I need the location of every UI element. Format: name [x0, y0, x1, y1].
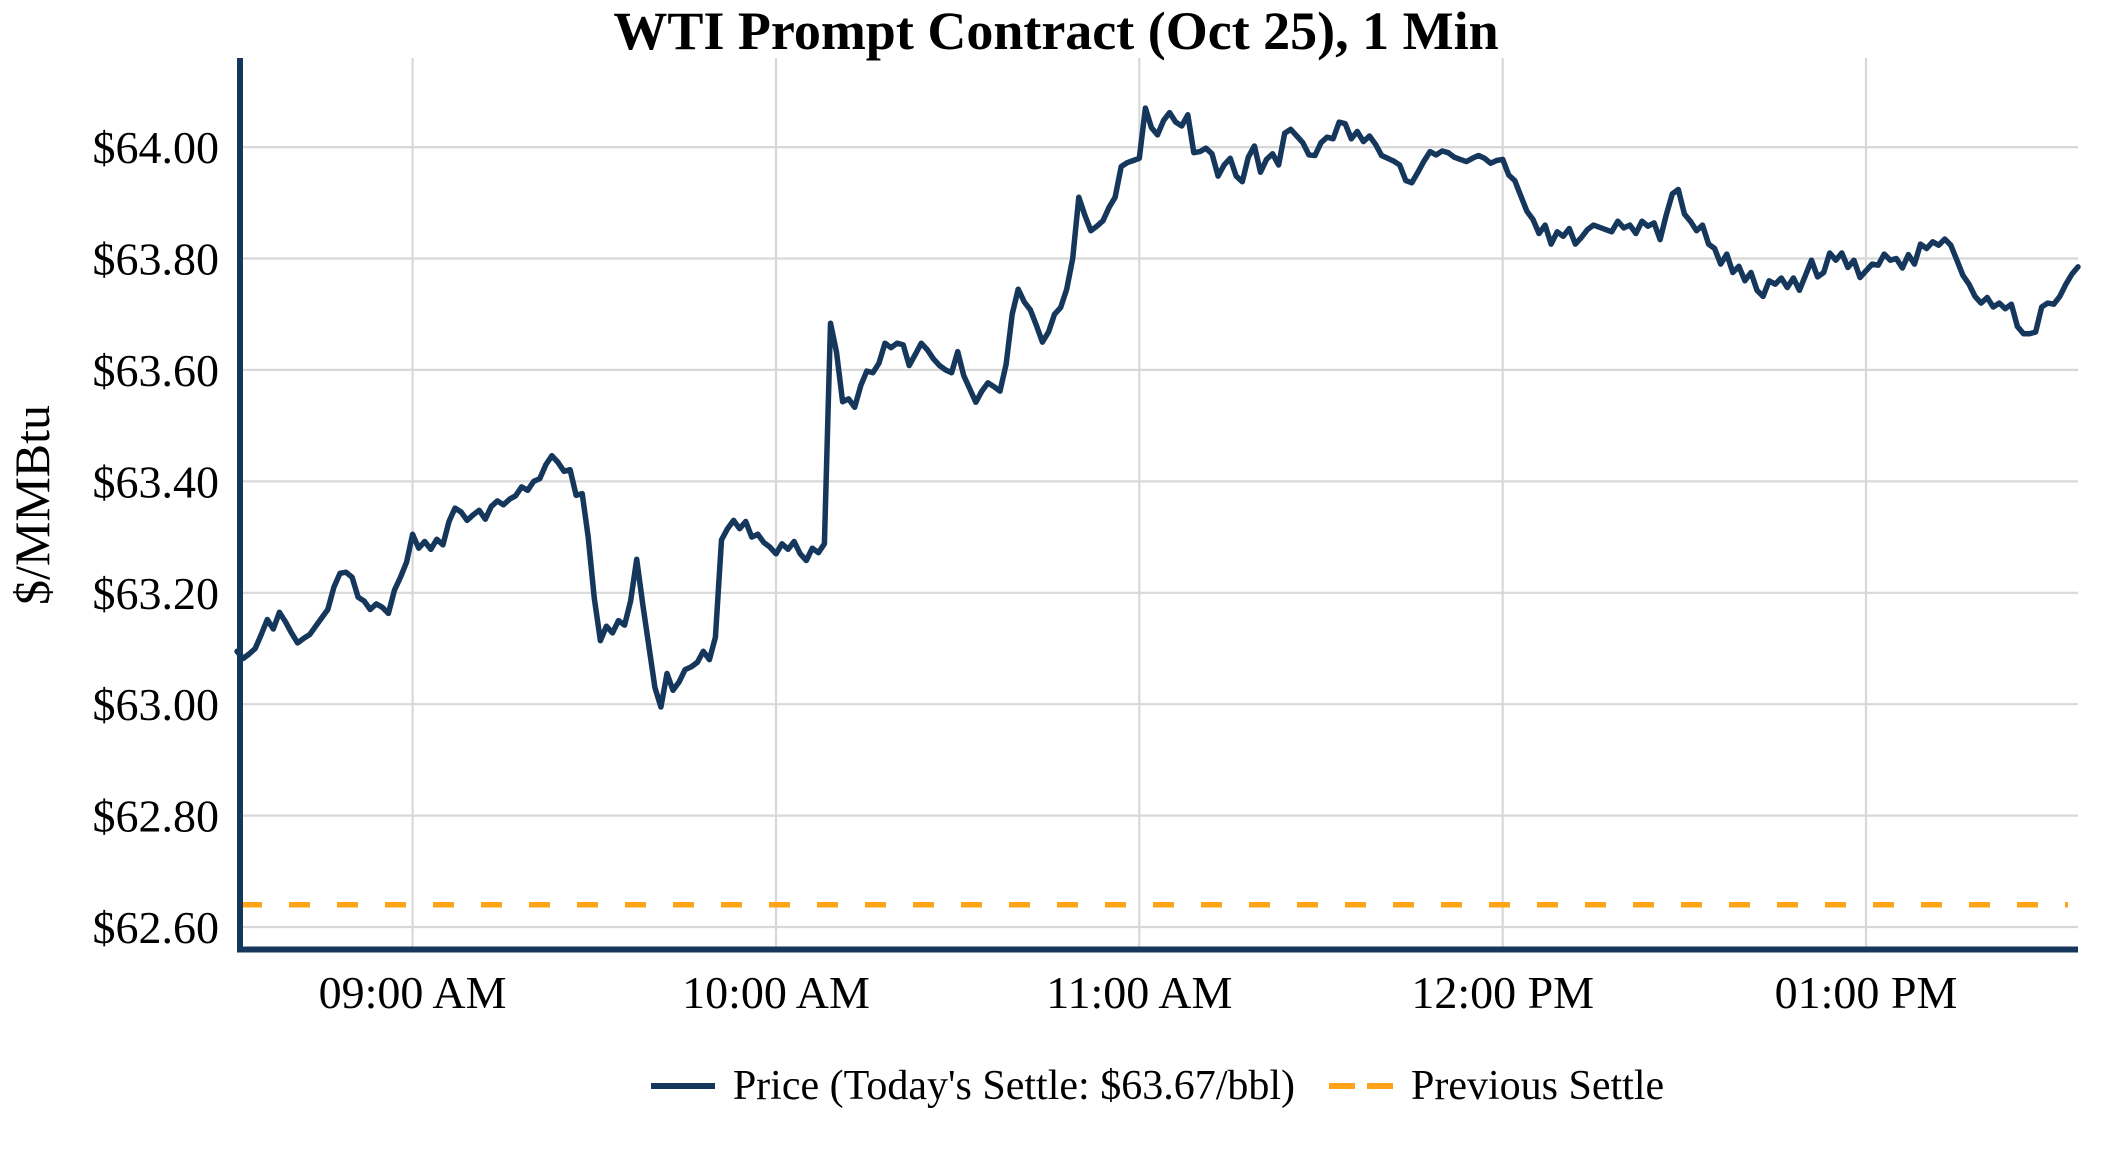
- x-tick-label: 10:00 AM: [682, 967, 870, 1018]
- price-line: [234, 105, 2081, 710]
- x-tick-label: 01:00 PM: [1775, 967, 1958, 1018]
- x-tick-label: 12:00 PM: [1411, 967, 1594, 1018]
- x-tick-label: 11:00 AM: [1046, 967, 1232, 1018]
- y-tick-label: $63.00: [93, 679, 220, 730]
- chart-title: WTI Prompt Contract (Oct 25), 1 Min: [613, 1, 1499, 61]
- y-tick-label: $63.60: [93, 345, 220, 396]
- y-tick-label: $62.60: [93, 902, 220, 953]
- y-tick-label: $62.80: [93, 791, 220, 842]
- x-tick-label: 09:00 AM: [319, 967, 507, 1018]
- price-line-swatch: [650, 1083, 715, 1089]
- previous-settle-legend-label: Previous Settle: [1411, 1063, 1665, 1109]
- previous-settle-dashed-swatch: [1329, 1083, 1394, 1089]
- y-tick-label: $63.40: [93, 456, 220, 507]
- chart-legend: Price (Today's Settle: $63.67/bbl) Previ…: [237, 1056, 2078, 1116]
- axis-spines: [237, 58, 2078, 953]
- y-tick-label: $63.80: [93, 234, 220, 285]
- y-tick-label: $63.20: [93, 568, 220, 619]
- y-tick-label: $64.00: [93, 122, 220, 173]
- price-legend-label: Price (Today's Settle: $63.67/bbl): [732, 1063, 1296, 1109]
